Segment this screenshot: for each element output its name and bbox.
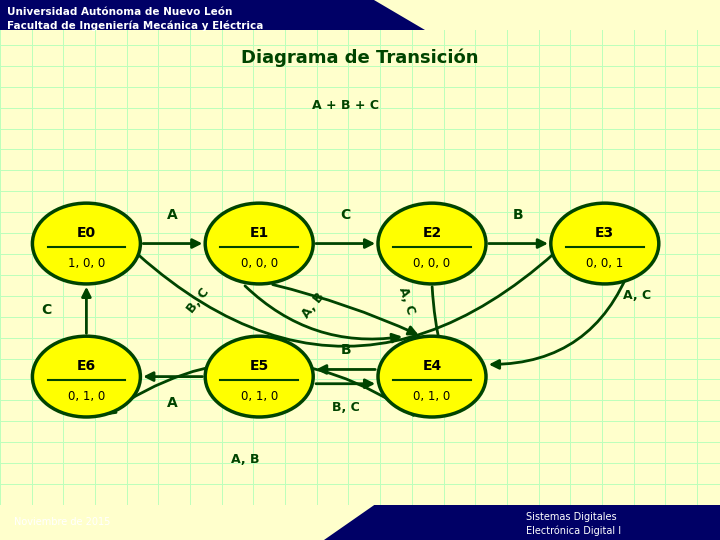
Text: Electrónica Digital I: Electrónica Digital I: [526, 526, 621, 536]
Text: 0, 1, 0: 0, 1, 0: [240, 390, 278, 403]
Polygon shape: [0, 505, 374, 540]
Ellipse shape: [32, 336, 140, 417]
FancyArrowPatch shape: [143, 240, 199, 247]
Text: E4: E4: [423, 360, 441, 374]
Text: C: C: [42, 303, 52, 317]
Ellipse shape: [32, 203, 140, 284]
Ellipse shape: [378, 336, 486, 417]
Text: Facultad de Ingeniería Mecánica y Eléctrica: Facultad de Ingeniería Mecánica y Eléctr…: [7, 20, 264, 31]
FancyArrowPatch shape: [245, 286, 399, 342]
Text: C: C: [341, 208, 351, 222]
Text: E5: E5: [250, 360, 269, 374]
Text: E0: E0: [77, 226, 96, 240]
Polygon shape: [374, 0, 720, 30]
Ellipse shape: [551, 203, 659, 284]
Text: B, C: B, C: [184, 286, 212, 315]
FancyArrowPatch shape: [432, 287, 444, 350]
FancyArrowPatch shape: [316, 240, 372, 247]
Text: A, C: A, C: [623, 289, 652, 302]
FancyArrowPatch shape: [319, 366, 375, 373]
Text: Sistemas Digitales: Sistemas Digitales: [526, 512, 616, 522]
Text: Universidad Autónoma de Nuevo León: Universidad Autónoma de Nuevo León: [7, 8, 233, 17]
Text: E2: E2: [423, 226, 441, 240]
Text: B: B: [341, 343, 351, 357]
Text: B: B: [513, 208, 523, 222]
Text: 0, 0, 0: 0, 0, 0: [240, 257, 278, 270]
Ellipse shape: [205, 336, 313, 417]
Text: Noviembre de 2015: Noviembre de 2015: [14, 517, 111, 528]
FancyArrowPatch shape: [273, 285, 416, 334]
FancyArrowPatch shape: [107, 362, 413, 415]
Text: 0, 1, 0: 0, 1, 0: [68, 390, 105, 403]
FancyArrowPatch shape: [91, 205, 603, 346]
FancyArrowPatch shape: [83, 290, 90, 333]
Text: A: A: [168, 208, 178, 222]
Text: E6: E6: [77, 360, 96, 374]
Text: A, B: A, B: [300, 290, 327, 321]
Text: A: A: [168, 396, 178, 410]
Text: B, C: B, C: [332, 401, 359, 414]
Polygon shape: [0, 505, 720, 540]
Ellipse shape: [378, 203, 486, 284]
Text: A + B + C: A + B + C: [312, 99, 379, 112]
Text: Diagrama de Transición: Diagrama de Transición: [241, 49, 479, 68]
FancyArrowPatch shape: [489, 240, 545, 247]
Text: E1: E1: [250, 226, 269, 240]
Text: A, C: A, C: [396, 285, 418, 316]
Text: 0, 0, 0: 0, 0, 0: [413, 257, 451, 270]
Text: 0, 1, 0: 0, 1, 0: [413, 390, 451, 403]
Text: 1, 0, 0: 1, 0, 0: [68, 257, 105, 270]
Polygon shape: [0, 0, 720, 30]
Text: 0, 0, 1: 0, 0, 1: [586, 257, 624, 270]
Text: E3: E3: [595, 226, 614, 240]
FancyArrowPatch shape: [316, 380, 372, 388]
FancyArrowPatch shape: [146, 373, 202, 381]
Text: A, B: A, B: [230, 453, 259, 466]
Ellipse shape: [205, 203, 313, 284]
FancyArrowPatch shape: [492, 266, 631, 368]
